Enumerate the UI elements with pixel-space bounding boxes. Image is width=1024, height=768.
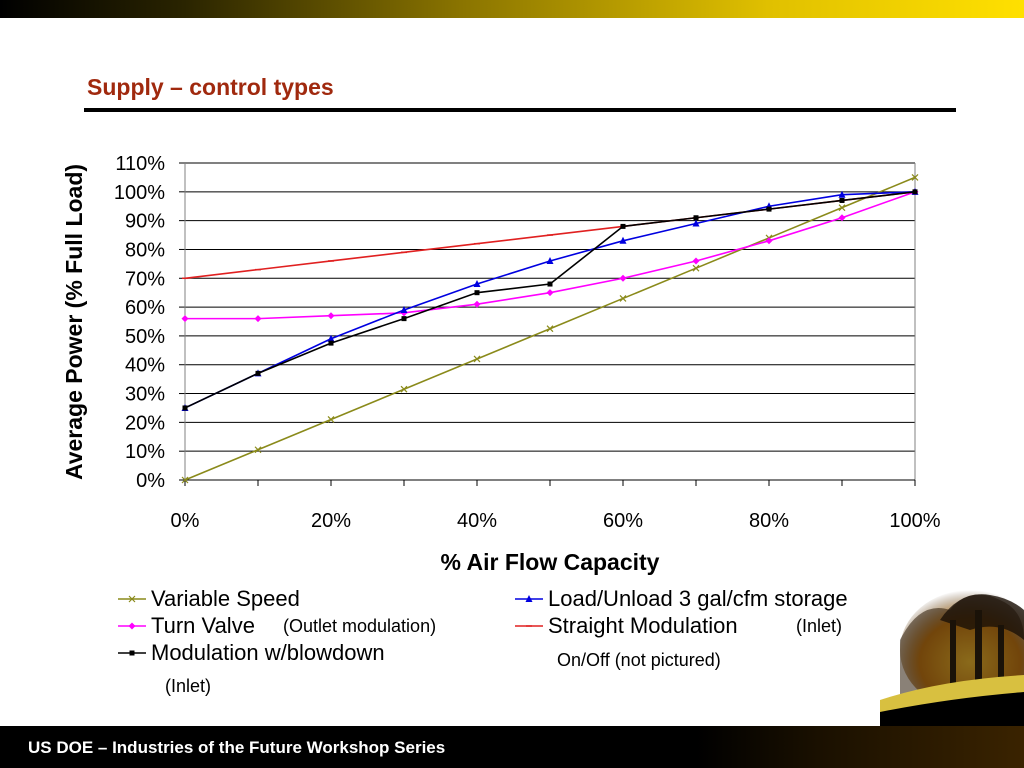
data-point (546, 289, 554, 297)
x-tick-label: 0% (171, 510, 200, 532)
data-point (182, 405, 188, 411)
data-point (327, 416, 335, 423)
y-tick-label: 50% (125, 326, 165, 348)
data-point (327, 312, 335, 320)
data-point (129, 650, 135, 656)
legend-note-inlet-blowdown: (Inlet) (165, 676, 212, 696)
chart-annotation-on-off: On/Off (not pictured) (557, 650, 721, 670)
data-point (473, 280, 481, 288)
data-point (619, 236, 627, 244)
data-point (619, 295, 627, 302)
y-tick-label: 20% (125, 412, 165, 434)
legend-label-load-unload: Load/Unload 3 gal/cfm storage (548, 586, 848, 611)
data-point (547, 281, 553, 287)
x-axis-title: % Air Flow Capacity (441, 549, 660, 575)
x-tick-label: 80% (749, 510, 789, 532)
y-tick-label: 110% (115, 153, 165, 175)
data-point (128, 595, 136, 603)
y-tick-label: 0% (136, 470, 165, 492)
data-point (473, 300, 481, 308)
data-point (400, 305, 408, 313)
data-point (766, 206, 772, 212)
data-point (912, 189, 918, 195)
legend-note-outlet-modulation: (Outlet modulation) (283, 616, 437, 636)
factory-smoke-image (880, 580, 1024, 726)
data-point (255, 370, 261, 376)
legend-label-variable-speed: Variable Speed (151, 586, 300, 611)
y-tick-label: 100% (114, 182, 165, 204)
data-point (473, 355, 481, 363)
data-point (620, 223, 626, 229)
y-tick-label: 60% (125, 297, 165, 319)
data-point (181, 476, 189, 484)
legend-label-turn-valve: Turn Valve (151, 613, 255, 638)
data-point (328, 340, 334, 346)
legend-note-inlet-straight: (Inlet) (796, 616, 843, 636)
data-point (838, 204, 846, 212)
x-tick-label: 100% (889, 510, 940, 532)
data-point (692, 257, 700, 265)
data-point (474, 290, 480, 296)
data-point (692, 264, 700, 272)
data-point (400, 385, 408, 393)
y-tick-label: 30% (125, 384, 165, 406)
y-tick-label: 70% (125, 268, 165, 290)
x-tick-label: 60% (603, 510, 643, 532)
data-point (619, 274, 627, 282)
data-point (838, 190, 846, 198)
y-tick-label: 10% (125, 441, 165, 463)
chart-series (181, 173, 919, 484)
data-point (327, 334, 335, 342)
series-line-modulation-w-blowdown (184, 191, 916, 409)
title-underline (84, 108, 956, 112)
y-tick-label: 80% (125, 239, 165, 261)
x-tick-label: 40% (457, 510, 497, 532)
y-axis-title: Average Power (% Full Load) (61, 164, 87, 480)
data-point (128, 622, 136, 630)
data-point (525, 595, 533, 602)
data-point (693, 215, 699, 221)
data-point (839, 197, 845, 203)
data-point (254, 315, 262, 323)
top-gradient-bar (0, 0, 1024, 18)
series-line-turn-valve (185, 191, 916, 320)
data-point (181, 315, 189, 323)
y-tick-label: 90% (125, 211, 165, 233)
footer-text: US DOE – Industries of the Future Worksh… (28, 738, 446, 757)
data-point (254, 446, 262, 454)
data-point (401, 316, 407, 322)
series-line-load-unload-3-gal-cfm-storage (184, 191, 916, 409)
data-point (911, 173, 919, 181)
chart-axes: 0% 10% 20% 30% 40% 50% 60% 70% 80% 90% 100% 110% 0% 2… (114, 153, 941, 532)
x-tick-label: 20% (311, 510, 351, 532)
data-point (546, 256, 554, 264)
legend-markers (118, 595, 543, 656)
chart-grid (185, 162, 915, 452)
y-tick-label: 40% (125, 355, 165, 377)
footer-bar: US DOE – Industries of the Future Worksh… (0, 726, 1024, 768)
data-point (546, 325, 554, 333)
legend-label-straight-modulation: Straight Modulation (548, 613, 738, 638)
data-point (692, 219, 700, 227)
slide-title: Supply – control types (87, 74, 334, 100)
legend-label-modulation-blowdown: Modulation w/blowdown (151, 640, 385, 665)
data-point (765, 237, 773, 245)
data-point (838, 214, 846, 222)
